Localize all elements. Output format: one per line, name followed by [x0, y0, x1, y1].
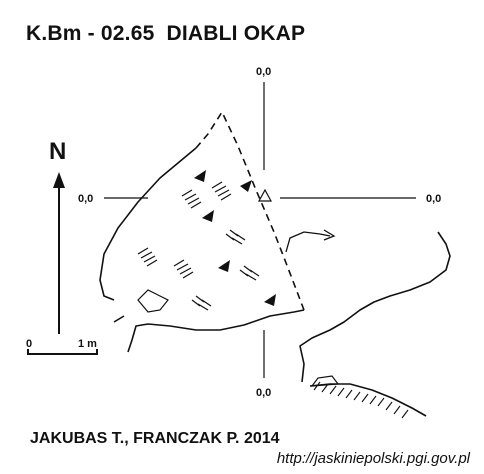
entrance-dashed-edge [195, 111, 305, 311]
hatch-patch [239, 265, 260, 281]
passage-arrow-line [285, 231, 331, 253]
rock-block [137, 289, 169, 313]
survey-station-marker [257, 188, 273, 202]
passage-direction-arrow [285, 229, 336, 253]
coordinate-label-left: 0,0 [78, 193, 94, 205]
cave-wall-bottom [127, 309, 305, 353]
slope-marker [218, 260, 230, 272]
slope-marker [202, 210, 214, 222]
hatch-patch [211, 181, 232, 201]
floor-slope-hatching [137, 181, 260, 311]
coordinate-label-right: 0,0 [426, 193, 442, 205]
outer-ground-line [309, 383, 427, 417]
outer-slope-hatching [313, 381, 409, 419]
north-arrow [53, 172, 65, 334]
hatch-patch [137, 247, 158, 267]
coordinate-cross [104, 82, 416, 378]
scale-bar-end-label: 1 m [78, 338, 97, 350]
north-label: N [49, 138, 67, 165]
outer-wall-right [299, 231, 451, 383]
small-wall-fragment [113, 315, 125, 323]
scale-bar [27, 349, 98, 355]
hatch-patch [173, 259, 194, 279]
authors-credit: JAKUBAS T., FRANCZAK P. 2014 [30, 430, 280, 447]
rock-block-outer [310, 375, 340, 387]
coordinate-label-bottom: 0,0 [256, 387, 272, 399]
cave-wall-outline [99, 111, 451, 417]
scale-bar-start-label: 0 [26, 338, 33, 350]
north-arrow-head [53, 172, 65, 188]
slope-direction-markers [194, 170, 276, 306]
source-url: http://jaskiniepolski.pgi.gov.pl [276, 450, 470, 467]
slope-marker [240, 180, 252, 192]
hatch-patch [191, 295, 212, 311]
hatch-patch [181, 189, 202, 209]
slope-marker [194, 170, 206, 182]
hatch-patch [225, 229, 246, 245]
passage-arrow-head [323, 229, 336, 241]
coordinate-label-top: 0,0 [256, 66, 272, 78]
map-title: K.Bm - 02.65 DIABLI OKAP [26, 22, 306, 45]
cave-wall-left [99, 147, 197, 301]
slope-marker [264, 294, 276, 306]
